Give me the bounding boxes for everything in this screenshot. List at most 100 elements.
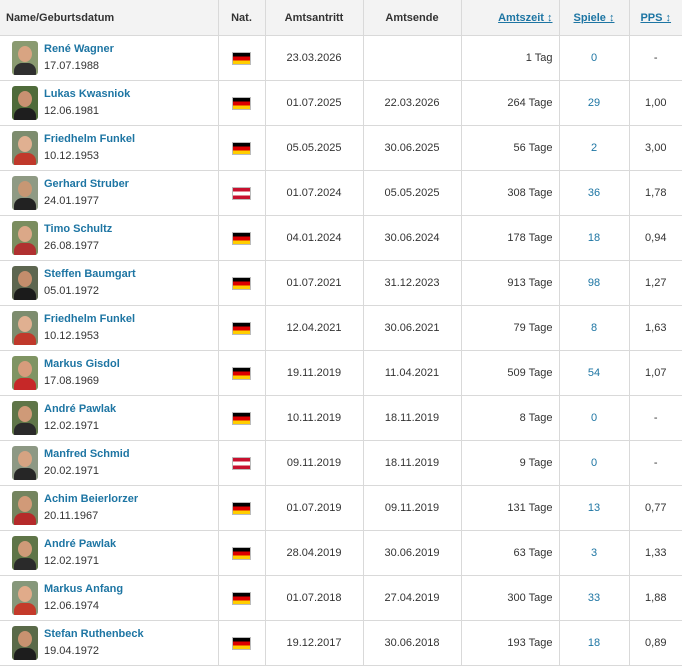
coach-person: Stefan Ruthenbeck 19.04.1972 xyxy=(0,626,218,660)
coach-avatar[interactable] xyxy=(12,221,38,255)
games-cell[interactable]: 0 xyxy=(559,440,630,486)
coach-avatar[interactable] xyxy=(12,86,38,120)
avatar-head xyxy=(18,541,32,557)
coach-avatar[interactable] xyxy=(12,311,38,345)
coach-info: Markus Anfang 12.06.1974 xyxy=(44,581,123,615)
games-cell[interactable]: 0 xyxy=(559,35,630,81)
coach-avatar[interactable] xyxy=(12,41,38,75)
coach-name-link[interactable]: Friedhelm Funkel xyxy=(44,313,136,325)
nationality-cell xyxy=(218,575,266,621)
games-cell[interactable]: 8 xyxy=(559,305,630,351)
games-cell[interactable]: 18 xyxy=(559,620,630,666)
games-link[interactable]: 98 xyxy=(587,277,601,289)
games-cell[interactable]: 13 xyxy=(559,485,630,531)
table-row: René Wagner 17.07.1988 23.03.2026 1 Tag … xyxy=(0,35,682,81)
games-cell[interactable]: 98 xyxy=(559,260,630,306)
coach-name-link[interactable]: Markus Gisdol xyxy=(44,358,120,370)
coach-avatar[interactable] xyxy=(12,491,38,525)
coach-avatar[interactable] xyxy=(12,176,38,210)
coach-name-link[interactable]: Stefan Ruthenbeck xyxy=(44,628,144,640)
end-date-cell xyxy=(363,35,462,81)
header-tenure[interactable]: Amtszeit ↕ xyxy=(461,0,560,36)
header-pps[interactable]: PPS ↕ xyxy=(629,0,682,36)
games-cell[interactable]: 0 xyxy=(559,395,630,441)
coach-avatar[interactable] xyxy=(12,401,38,435)
games-link[interactable]: 36 xyxy=(587,187,601,199)
coach-name-link[interactable]: André Pawlak xyxy=(44,538,117,550)
coach-birthdate: 20.11.1967 xyxy=(44,510,99,522)
nationality-flag-icon xyxy=(232,591,251,605)
coach-avatar[interactable] xyxy=(12,581,38,615)
coach-info: Markus Gisdol 17.08.1969 xyxy=(44,356,120,390)
coach-cell: Achim Beierlorzer 20.11.1967 xyxy=(0,485,219,531)
pps-cell: 1,33 xyxy=(629,530,682,576)
coach-avatar[interactable] xyxy=(12,626,38,660)
sort-tenure-link[interactable]: Amtszeit ↕ xyxy=(498,11,553,24)
coach-avatar[interactable] xyxy=(12,536,38,570)
header-games[interactable]: Spiele ↕ xyxy=(559,0,630,36)
nationality-flag-icon xyxy=(232,51,251,65)
pps-cell: - xyxy=(629,395,682,441)
coach-name-link[interactable]: Lukas Kwasniok xyxy=(44,88,131,100)
tenure-cell: 1 Tag xyxy=(461,35,560,81)
table-body: René Wagner 17.07.1988 23.03.2026 1 Tag … xyxy=(0,35,682,666)
games-link[interactable]: 33 xyxy=(587,592,601,604)
coach-birthdate: 05.01.1972 xyxy=(44,285,100,297)
end-date-cell: 18.11.2019 xyxy=(363,440,462,486)
games-cell[interactable]: 33 xyxy=(559,575,630,621)
games-link[interactable]: 18 xyxy=(587,232,601,244)
coach-person: Markus Gisdol 17.08.1969 xyxy=(0,356,218,390)
games-cell[interactable]: 36 xyxy=(559,170,630,216)
games-cell[interactable]: 29 xyxy=(559,80,630,126)
coach-avatar[interactable] xyxy=(12,266,38,300)
games-link[interactable]: 3 xyxy=(590,547,598,559)
table-row: Friedhelm Funkel 10.12.1953 05.05.2025 3… xyxy=(0,125,682,171)
coach-name-link[interactable]: Steffen Baumgart xyxy=(44,268,136,280)
coach-name-link[interactable]: René Wagner xyxy=(44,43,114,55)
coach-avatar[interactable] xyxy=(12,356,38,390)
games-link[interactable]: 0 xyxy=(590,457,598,469)
header-nationality: Nat. xyxy=(218,0,266,36)
coach-name-link[interactable]: André Pawlak xyxy=(44,403,117,415)
avatar-body xyxy=(14,243,36,255)
coach-cell: Stefan Ruthenbeck 19.04.1972 xyxy=(0,620,219,666)
games-link[interactable]: 29 xyxy=(587,97,601,109)
games-link[interactable]: 0 xyxy=(590,412,598,424)
coach-avatar[interactable] xyxy=(12,446,38,480)
table-row: Timo Schultz 26.08.1977 04.01.2024 30.06… xyxy=(0,215,682,261)
games-link[interactable]: 54 xyxy=(587,367,601,379)
start-date-cell: 01.07.2019 xyxy=(265,485,364,531)
nationality-flag-icon xyxy=(232,231,251,245)
avatar-head xyxy=(18,181,32,197)
games-link[interactable]: 13 xyxy=(587,502,601,514)
coach-info: Timo Schultz 26.08.1977 xyxy=(44,221,112,255)
games-link[interactable]: 8 xyxy=(590,322,598,334)
games-link[interactable]: 2 xyxy=(590,142,598,154)
coach-name-link[interactable]: Markus Anfang xyxy=(44,583,124,595)
sort-pps-link[interactable]: PPS ↕ xyxy=(640,11,672,24)
avatar-body xyxy=(14,108,36,120)
games-link[interactable]: 0 xyxy=(590,52,598,64)
pps-cell: 1,27 xyxy=(629,260,682,306)
coach-name-link[interactable]: Manfred Schmid xyxy=(44,448,130,460)
coach-name-link[interactable]: Achim Beierlorzer xyxy=(44,493,139,505)
coach-name-link[interactable]: Timo Schultz xyxy=(44,223,113,235)
coach-birthdate: 10.12.1953 xyxy=(44,150,100,162)
coach-avatar[interactable] xyxy=(12,131,38,165)
games-cell[interactable]: 54 xyxy=(559,350,630,396)
coach-name-link[interactable]: Friedhelm Funkel xyxy=(44,133,136,145)
coach-cell: Gerhard Struber 24.01.1977 xyxy=(0,170,219,216)
nationality-flag-icon xyxy=(232,96,251,110)
games-cell[interactable]: 2 xyxy=(559,125,630,171)
table-row: Markus Gisdol 17.08.1969 19.11.2019 11.0… xyxy=(0,350,682,396)
avatar-head xyxy=(18,46,32,62)
games-cell[interactable]: 18 xyxy=(559,215,630,261)
games-link[interactable]: 18 xyxy=(587,637,601,649)
games-cell[interactable]: 3 xyxy=(559,530,630,576)
coach-person: Lukas Kwasniok 12.06.1981 xyxy=(0,86,218,120)
sort-games-link[interactable]: Spiele ↕ xyxy=(573,11,615,24)
pps-cell: 1,78 xyxy=(629,170,682,216)
header-end: Amtsende xyxy=(363,0,462,36)
coach-name-link[interactable]: Gerhard Struber xyxy=(44,178,129,190)
table-row: André Pawlak 12.02.1971 10.11.2019 18.11… xyxy=(0,395,682,441)
